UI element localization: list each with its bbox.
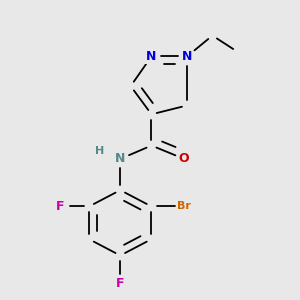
Text: Br: Br xyxy=(177,202,191,212)
Text: N: N xyxy=(182,50,192,63)
Text: F: F xyxy=(116,277,124,290)
Text: F: F xyxy=(56,200,64,213)
Text: N: N xyxy=(115,152,125,165)
Text: H: H xyxy=(95,146,104,157)
Text: O: O xyxy=(179,152,190,165)
Text: N: N xyxy=(146,50,157,63)
